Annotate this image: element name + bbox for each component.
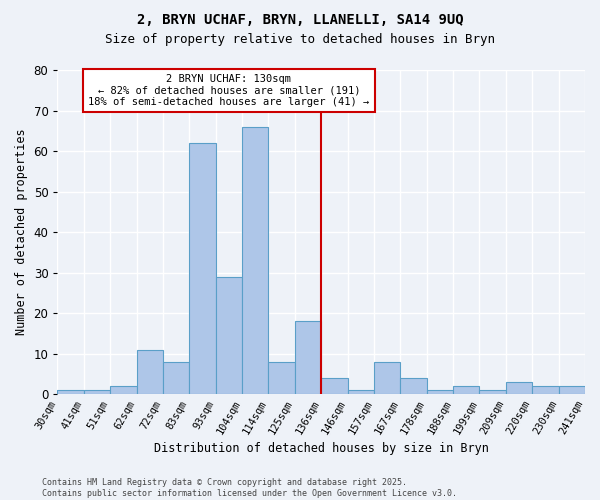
Bar bbox=[400, 378, 427, 394]
Bar bbox=[58, 390, 84, 394]
Bar bbox=[374, 362, 400, 394]
Bar bbox=[453, 386, 479, 394]
Text: 2, BRYN UCHAF, BRYN, LLANELLI, SA14 9UQ: 2, BRYN UCHAF, BRYN, LLANELLI, SA14 9UQ bbox=[137, 12, 463, 26]
Bar bbox=[190, 143, 216, 394]
Bar bbox=[242, 126, 268, 394]
Bar bbox=[137, 350, 163, 394]
Bar bbox=[84, 390, 110, 394]
Text: Size of property relative to detached houses in Bryn: Size of property relative to detached ho… bbox=[105, 32, 495, 46]
Bar bbox=[427, 390, 453, 394]
Text: Contains HM Land Registry data © Crown copyright and database right 2025.
Contai: Contains HM Land Registry data © Crown c… bbox=[42, 478, 457, 498]
Bar bbox=[268, 362, 295, 394]
Bar bbox=[347, 390, 374, 394]
Bar bbox=[506, 382, 532, 394]
Bar bbox=[479, 390, 506, 394]
Bar bbox=[321, 378, 347, 394]
Y-axis label: Number of detached properties: Number of detached properties bbox=[15, 128, 28, 336]
Bar bbox=[559, 386, 585, 394]
Bar bbox=[110, 386, 137, 394]
Bar bbox=[216, 276, 242, 394]
Bar bbox=[532, 386, 559, 394]
Bar bbox=[163, 362, 190, 394]
Text: 2 BRYN UCHAF: 130sqm
← 82% of detached houses are smaller (191)
18% of semi-deta: 2 BRYN UCHAF: 130sqm ← 82% of detached h… bbox=[88, 74, 370, 108]
Bar bbox=[295, 321, 321, 394]
X-axis label: Distribution of detached houses by size in Bryn: Distribution of detached houses by size … bbox=[154, 442, 488, 455]
